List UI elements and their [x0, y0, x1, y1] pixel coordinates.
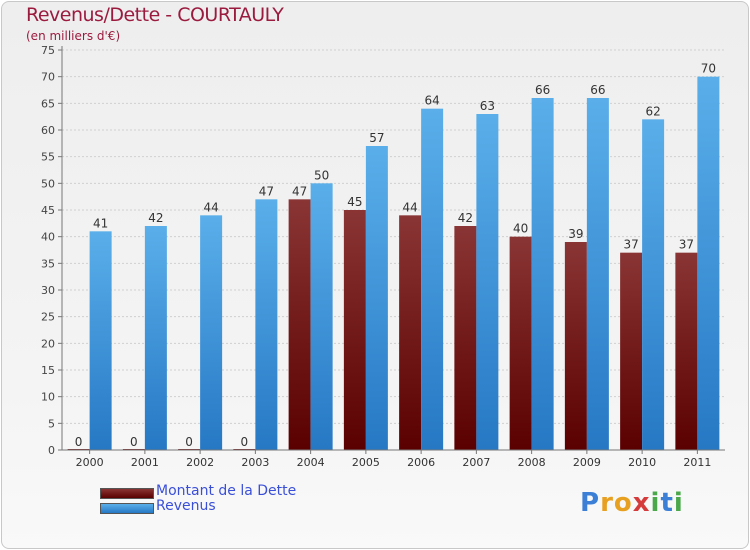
y-tick-label: 35 [41, 257, 55, 270]
x-tick-label: 2011 [683, 456, 711, 469]
bar-revenus [531, 98, 554, 450]
bar-dette [399, 215, 422, 450]
logo-letter: o [613, 488, 633, 518]
y-tick-label: 10 [41, 391, 55, 404]
data-label-dette: 44 [402, 200, 417, 214]
bar-dette [288, 199, 311, 450]
bar-revenus [255, 199, 278, 450]
bar-revenus [586, 98, 609, 450]
bar-dette [620, 252, 643, 450]
y-tick-label: 65 [41, 97, 55, 110]
y-tick-label: 40 [41, 231, 55, 244]
x-tick-label: 2004 [297, 456, 325, 469]
bar-revenus [421, 108, 444, 451]
y-tick-label: 30 [41, 284, 55, 297]
legend-label-dette: Montant de la Dette [156, 483, 297, 499]
y-tick-label: 0 [48, 444, 55, 457]
y-tick-label: 50 [41, 177, 55, 190]
chart-subtitle: (en milliers d'€) [26, 29, 121, 43]
logo-letter: x [632, 488, 651, 518]
data-label-revenus: 44 [203, 200, 218, 214]
y-tick-label: 20 [41, 337, 55, 350]
bar-dette [343, 210, 366, 450]
bar-revenus [365, 146, 388, 450]
bar-revenus [89, 231, 112, 450]
data-label-dette: 47 [292, 184, 307, 198]
x-tick-label: 2006 [407, 456, 435, 469]
bar-revenus [476, 114, 499, 450]
data-label-dette: 45 [347, 195, 362, 209]
data-label-revenus: 50 [314, 168, 329, 182]
data-label-revenus: 70 [701, 62, 716, 76]
data-label-dette: 0 [241, 435, 249, 449]
data-label-revenus: 57 [369, 131, 384, 145]
y-tick-label: 55 [41, 151, 55, 164]
bar-revenus [200, 215, 223, 450]
legend-swatch-dette [100, 488, 154, 499]
data-label-revenus: 47 [259, 184, 274, 198]
chart-title: Revenus/Dette - COURTAULY [26, 4, 284, 26]
logo-letter: P [580, 488, 601, 518]
data-label-dette: 40 [513, 222, 528, 236]
x-tick-label: 2002 [186, 456, 214, 469]
bar-revenus [144, 226, 167, 450]
bar-revenus [310, 183, 333, 451]
logo-letter: i [650, 488, 661, 518]
y-tick-label: 70 [41, 71, 55, 84]
logo-letter: r [600, 488, 614, 518]
data-label-dette: 0 [75, 435, 83, 449]
x-tick-label: 2008 [518, 456, 546, 469]
x-tick-label: 2003 [241, 456, 269, 469]
bar-dette [509, 236, 532, 450]
x-tick-label: 2005 [352, 456, 380, 469]
x-tick-label: 2007 [462, 456, 490, 469]
x-tick-label: 2010 [628, 456, 656, 469]
bar-dette [675, 252, 698, 450]
data-label-dette: 39 [568, 227, 583, 241]
data-label-dette: 42 [458, 211, 473, 225]
x-tick-label: 2009 [573, 456, 601, 469]
data-label-revenus: 66 [535, 83, 550, 97]
y-tick-label: 45 [41, 204, 55, 217]
data-label-dette: 0 [185, 435, 193, 449]
data-label-dette: 37 [623, 238, 638, 252]
bar-revenus [697, 76, 720, 451]
y-tick-label: 25 [41, 311, 55, 324]
data-label-dette: 0 [130, 435, 138, 449]
y-tick-label: 60 [41, 124, 55, 137]
data-label-revenus: 62 [645, 104, 660, 118]
data-label-revenus: 64 [424, 94, 439, 108]
x-tick-label: 2001 [131, 456, 159, 469]
data-label-revenus: 41 [93, 216, 108, 230]
y-tick-label: 75 [41, 44, 55, 57]
data-label-revenus: 42 [148, 211, 163, 225]
bar-revenus [642, 119, 665, 450]
bar-dette [454, 226, 477, 450]
x-tick-label: 2000 [76, 456, 104, 469]
y-tick-label: 15 [41, 364, 55, 377]
y-tick-label: 5 [48, 417, 55, 430]
data-label-revenus: 63 [480, 99, 495, 113]
proxiti-logo: Proxiti [580, 488, 684, 518]
logo-letter: i [673, 488, 684, 518]
data-label-dette: 37 [679, 238, 694, 252]
data-label-revenus: 66 [590, 83, 605, 97]
logo-letter: t [660, 488, 674, 518]
legend-swatch-revenus [100, 503, 154, 514]
bar-dette [564, 242, 587, 450]
legend-label-revenus: Revenus [156, 498, 216, 514]
